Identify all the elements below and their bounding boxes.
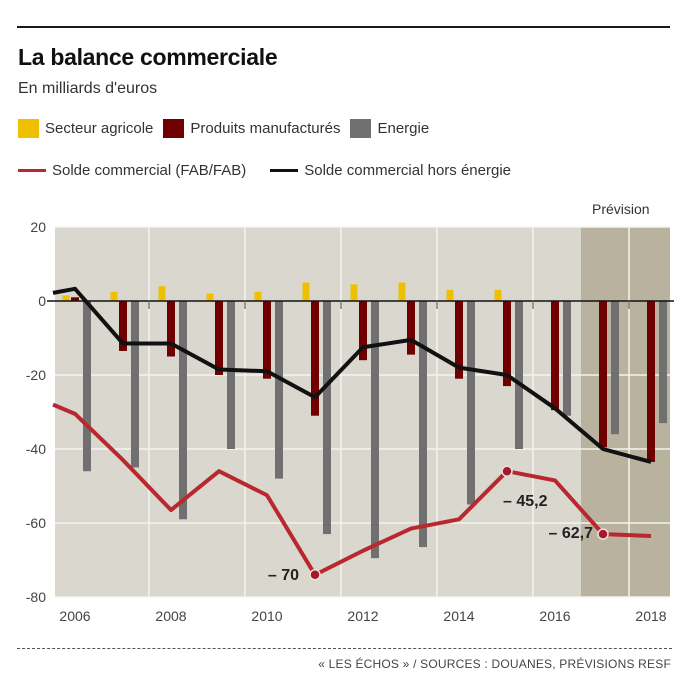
annotation-marker bbox=[501, 465, 513, 477]
legend-line-hors-energie bbox=[270, 169, 299, 172]
y-tick-label: -40 bbox=[26, 441, 46, 457]
bar-agricole bbox=[446, 289, 454, 301]
bar-agricole bbox=[302, 282, 310, 301]
legend-label-hors-energie: Solde commercial hors énergie bbox=[304, 162, 511, 179]
bar-energie bbox=[515, 301, 523, 449]
legend-label-agricole: Secteur agricole bbox=[45, 120, 154, 137]
x-tick-label: 2012 bbox=[347, 608, 378, 624]
annotation-label: – 45,2 bbox=[503, 493, 548, 510]
bar-manufactures bbox=[263, 301, 271, 379]
legend-label-manufactures: Produits manufacturés bbox=[190, 120, 341, 137]
y-tick-label: -80 bbox=[26, 589, 46, 605]
bar-manufactures bbox=[359, 301, 367, 361]
bar-energie bbox=[275, 301, 283, 479]
chart-subtitle: En milliards d'euros bbox=[18, 80, 158, 97]
bar-agricole bbox=[494, 289, 502, 301]
x-tick-label: 2014 bbox=[443, 608, 474, 624]
y-tick-label: 20 bbox=[30, 219, 46, 235]
bar-manufactures bbox=[119, 301, 127, 351]
bar-agricole bbox=[110, 291, 118, 301]
bar-agricole bbox=[350, 284, 358, 301]
legend-swatch-manufactures bbox=[163, 119, 185, 138]
chart-title: La balance commerciale bbox=[18, 44, 278, 70]
legend-swatch-agricole bbox=[18, 119, 39, 138]
legend-swatch-energie bbox=[350, 119, 372, 138]
legend-lines: Solde commercial (FAB/FAB) Solde commerc… bbox=[18, 162, 521, 179]
source-divider bbox=[17, 648, 672, 649]
annotation-label: – 70 bbox=[268, 567, 299, 584]
legend-bars: Secteur agricole Produits manufacturés E… bbox=[18, 119, 439, 138]
bar-energie bbox=[563, 301, 571, 416]
y-tick-label: -60 bbox=[26, 515, 46, 531]
bar-manufactures bbox=[311, 301, 319, 416]
bar-manufactures bbox=[551, 301, 559, 411]
annotation-marker bbox=[309, 569, 321, 581]
line-solde-hors-energie bbox=[52, 286, 652, 464]
bar-energie bbox=[467, 301, 475, 505]
bar-manufactures bbox=[215, 301, 223, 375]
bar-energie bbox=[419, 301, 427, 548]
bar-manufactures bbox=[407, 301, 415, 355]
x-tick-label: 2006 bbox=[59, 608, 90, 624]
forecast-label: Prévision bbox=[592, 201, 650, 217]
legend-item-agricole: Secteur agricole bbox=[18, 119, 153, 138]
bar-manufactures bbox=[167, 301, 175, 357]
bar-agricole bbox=[158, 286, 166, 301]
legend-line-solde bbox=[18, 169, 46, 172]
line-solde-commercial bbox=[52, 402, 652, 577]
bar-energie bbox=[179, 301, 187, 520]
legend-item-solde: Solde commercial (FAB/FAB) bbox=[18, 162, 246, 179]
bar-energie bbox=[611, 301, 619, 435]
bar-energie bbox=[227, 301, 235, 449]
annotation-label: – 62,7 bbox=[549, 525, 594, 542]
legend-item-energie: Energie bbox=[350, 119, 429, 138]
y-tick-label: -20 bbox=[26, 367, 46, 383]
y-tick-label: 0 bbox=[38, 293, 46, 309]
bar-agricole bbox=[254, 291, 262, 301]
x-tick-label: 2016 bbox=[539, 608, 570, 624]
annotation-marker bbox=[597, 528, 609, 540]
bar-energie bbox=[131, 301, 139, 468]
bar-energie bbox=[83, 301, 91, 472]
x-tick-label: 2018 bbox=[635, 608, 666, 624]
bar-manufactures bbox=[455, 301, 463, 379]
forecast-shading bbox=[581, 227, 670, 597]
legend-item-manufactures: Produits manufacturés bbox=[163, 119, 340, 138]
bar-manufactures bbox=[71, 297, 79, 301]
top-rule bbox=[17, 26, 670, 28]
legend-label-energie: Energie bbox=[377, 120, 430, 137]
bar-manufactures bbox=[503, 301, 511, 387]
source-note: « LES ÉCHOS » / SOURCES : DOUANES, PRÉVI… bbox=[318, 657, 671, 671]
bar-energie bbox=[371, 301, 379, 559]
bar-manufactures bbox=[647, 301, 655, 462]
bar-energie bbox=[323, 301, 331, 535]
bar-agricole bbox=[206, 293, 214, 301]
x-tick-label: 2010 bbox=[251, 608, 282, 624]
legend-label-solde: Solde commercial (FAB/FAB) bbox=[52, 162, 247, 179]
x-tick-label: 2008 bbox=[155, 608, 186, 624]
legend-item-hors-energie: Solde commercial hors énergie bbox=[256, 162, 511, 179]
bar-agricole bbox=[62, 295, 70, 301]
bar-agricole bbox=[398, 282, 406, 301]
bar-energie bbox=[659, 301, 667, 424]
bar-manufactures bbox=[599, 301, 607, 448]
